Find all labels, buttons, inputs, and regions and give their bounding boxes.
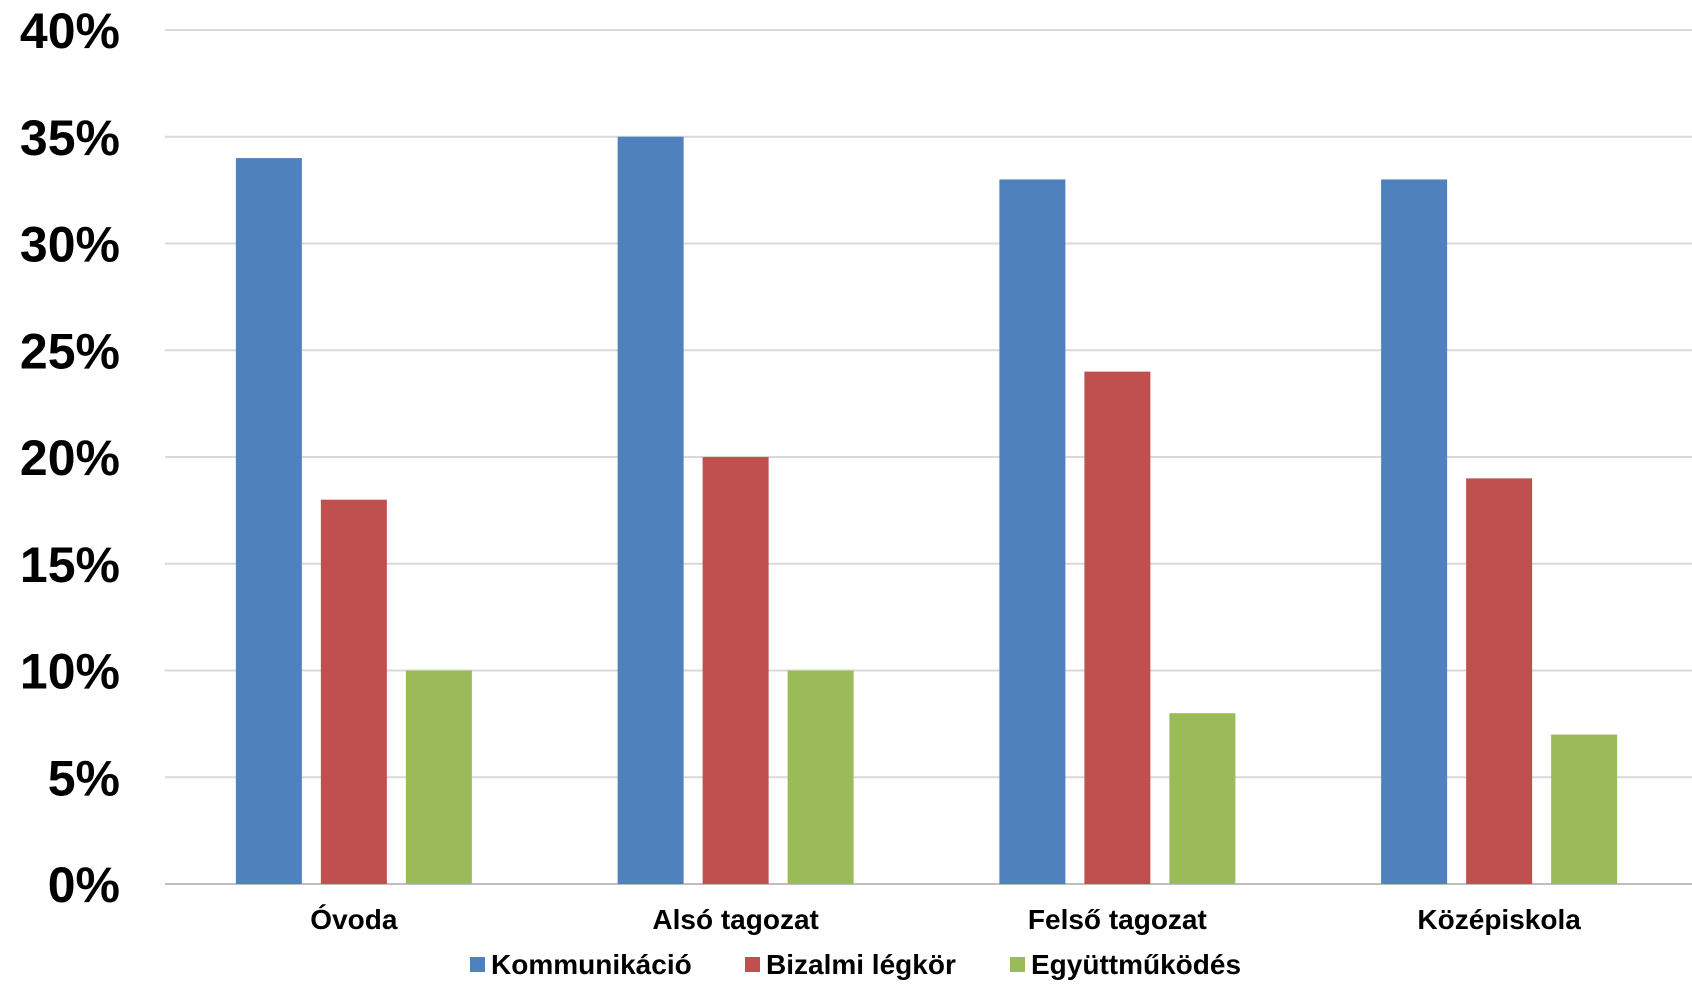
- y-tick-label: 35%: [20, 110, 120, 166]
- legend-label: Kommunikáció: [491, 949, 692, 980]
- bar-bizalmi-légkör-2: [1084, 371, 1151, 885]
- y-axis-ticks: 0% 5% 10% 15% 20% 25% 30% 35% 40%: [20, 3, 120, 913]
- legend: Kommunikáció Bizalmi légkör Együttműködés: [470, 949, 1241, 980]
- legend-label: Bizalmi légkör: [766, 949, 956, 980]
- legend-swatch: [470, 957, 485, 972]
- y-tick-label: 25%: [20, 323, 120, 379]
- bar-együttműködés-1: [787, 670, 854, 884]
- bar-kommunikáció-3: [1381, 179, 1448, 884]
- y-tick-label: 40%: [20, 3, 120, 59]
- bar-bizalmi-légkör-1: [702, 457, 769, 884]
- bar-bizalmi-légkör-0: [320, 499, 387, 884]
- bar-bizalmi-légkör-3: [1466, 478, 1533, 884]
- legend-swatch: [745, 957, 760, 972]
- x-axis-ticks: Óvoda Alsó tagozat Felső tagozat Középiskol…: [310, 904, 1581, 935]
- bar-kommunikáció-1: [617, 136, 684, 884]
- x-tick-label: Óvoda: [310, 904, 398, 935]
- legend-swatch: [1010, 957, 1025, 972]
- bar-együttműködés-2: [1169, 713, 1236, 884]
- y-tick-label: 5%: [48, 750, 120, 806]
- bar-együttműködés-0: [405, 670, 472, 884]
- y-tick-label: 10%: [20, 644, 120, 700]
- gridlines: [165, 29, 1692, 885]
- x-tick-label: Alsó tagozat: [652, 904, 818, 935]
- y-tick-label: 30%: [20, 217, 120, 273]
- bar-kommunikáció-2: [999, 179, 1066, 884]
- bars: [235, 136, 1618, 885]
- bar-együttműködés-3: [1551, 734, 1618, 884]
- x-tick-label: Középiskola: [1417, 904, 1581, 935]
- y-tick-label: 15%: [20, 537, 120, 593]
- bar-kommunikáció-0: [235, 158, 302, 885]
- y-tick-label: 0%: [48, 857, 120, 913]
- y-tick-label: 20%: [20, 430, 120, 486]
- x-tick-label: Felső tagozat: [1028, 904, 1207, 935]
- legend-label: Együttműködés: [1031, 949, 1241, 980]
